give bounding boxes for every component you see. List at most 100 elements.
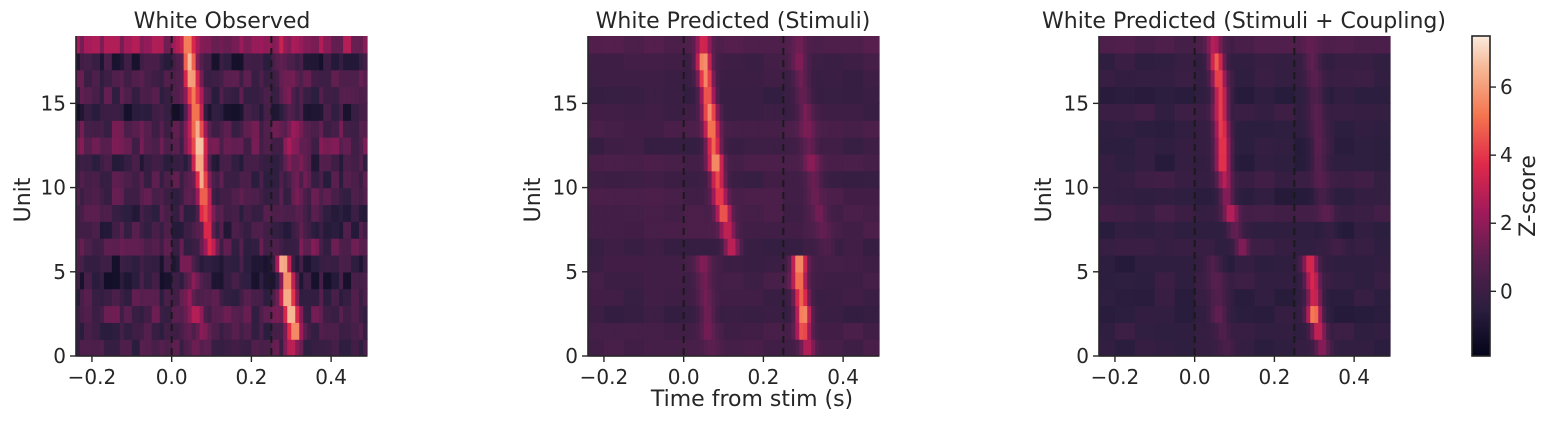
- heatmap-cell: [1250, 204, 1256, 222]
- heatmap-cell: [1386, 322, 1391, 340]
- heatmap-cell: [723, 36, 729, 54]
- heatmap-cell: [139, 204, 145, 222]
- heatmap-cell: [1194, 238, 1200, 256]
- heatmap-cell: [1222, 69, 1228, 88]
- heatmap-cell: [1238, 52, 1244, 71]
- heatmap-cell: [1126, 36, 1132, 54]
- heatmap-cell: [363, 103, 368, 121]
- heatmap-cell: [871, 221, 876, 239]
- heatmap-cell: [215, 305, 221, 323]
- heatmap-cell: [87, 36, 93, 54]
- heatmap-cell: [839, 339, 844, 357]
- heatmap-cell: [695, 69, 701, 88]
- heatmap-cell: [1342, 254, 1347, 273]
- heatmap-cell: [687, 86, 693, 104]
- heatmap-cell: [1222, 86, 1228, 104]
- heatmap-cell: [811, 153, 816, 172]
- heatmap-cell: [651, 36, 657, 54]
- heatmap-cell: [687, 69, 693, 88]
- heatmap-cell: [603, 288, 609, 307]
- heatmap-cell: [83, 86, 89, 104]
- heatmap-cell: [1298, 103, 1303, 121]
- heatmap-cell: [835, 69, 840, 88]
- heatmap-cell: [843, 187, 848, 206]
- heatmap-cell: [359, 120, 364, 138]
- heatmap-cell: [723, 153, 729, 172]
- heatmap-cell: [747, 137, 753, 155]
- heatmap-cell: [595, 153, 601, 172]
- heatmap-cell: [771, 204, 776, 222]
- heatmap-cell: [711, 120, 717, 138]
- heatmap-cell: [123, 52, 129, 71]
- heatmap-cell: [119, 339, 125, 357]
- heatmap-cell: [219, 153, 225, 172]
- heatmap-cell: [1386, 288, 1391, 307]
- heatmap-cell: [1238, 86, 1244, 104]
- heatmap-cell: [1258, 120, 1264, 138]
- heatmap-cell: [1262, 204, 1268, 222]
- heatmap-cell: [1298, 221, 1303, 239]
- heatmap-cell: [855, 322, 860, 340]
- heatmap-cell: [287, 187, 292, 206]
- heatmap-cell: [343, 238, 348, 256]
- heatmap-cell: [179, 86, 185, 104]
- heatmap-cell: [107, 187, 113, 206]
- heatmap-cell: [1099, 187, 1104, 206]
- heatmap-cell: [271, 36, 276, 54]
- heatmap-cell: [127, 86, 133, 104]
- heatmap-cell: [279, 86, 284, 104]
- heatmap-cell: [1374, 187, 1379, 206]
- heatmap-cell: [1314, 305, 1319, 323]
- heatmap-cell: [1142, 187, 1148, 206]
- heatmap-cell: [739, 288, 745, 307]
- heatmap-cell: [227, 69, 233, 88]
- heatmap-cell: [1350, 170, 1355, 189]
- heatmap-cell: [167, 238, 173, 256]
- heatmap-cell: [627, 187, 633, 206]
- heatmap-cell: [1122, 204, 1128, 222]
- heatmap-cell: [139, 120, 145, 138]
- heatmap-cell: [1166, 69, 1172, 88]
- heatmap-cell: [603, 221, 609, 239]
- heatmap-cell: [291, 322, 296, 340]
- heatmap-cell: [143, 221, 149, 239]
- heatmap-cell: [1170, 238, 1176, 256]
- heatmap-cell: [1206, 204, 1212, 222]
- heatmap-cell: [1282, 137, 1287, 155]
- heatmap-cell: [199, 153, 205, 172]
- heatmap-cell: [1290, 305, 1295, 323]
- heatmap-cell: [1386, 52, 1391, 71]
- heatmap-cell: [727, 103, 733, 121]
- heatmap-cell: [787, 187, 792, 206]
- heatmap-cell: [183, 52, 189, 71]
- heatmap-cell: [323, 322, 328, 340]
- heatmap-cell: [183, 339, 189, 357]
- heatmap-cell: [659, 153, 665, 172]
- heatmap-cell: [359, 170, 364, 189]
- heatmap-cell: [1330, 254, 1335, 273]
- heatmap-cell: [227, 288, 233, 307]
- heatmap-cell: [791, 137, 796, 155]
- heatmap-cell: [1386, 36, 1391, 54]
- heatmap-cell: [675, 86, 681, 104]
- heatmap-cell: [159, 103, 165, 121]
- heatmap-cell: [95, 52, 101, 71]
- heatmap-cell: [695, 204, 701, 222]
- heatmap-cell: [787, 238, 792, 256]
- heatmap-cell: [1158, 137, 1164, 155]
- heatmap-cell: [343, 187, 348, 206]
- heatmap-cell: [227, 120, 233, 138]
- heatmap-cell: [1170, 271, 1176, 290]
- heatmap-cell: [723, 254, 729, 273]
- heatmap-cell: [1254, 170, 1260, 189]
- heatmap-cell: [859, 52, 864, 71]
- heatmap-cell: [1198, 153, 1204, 172]
- heatmap-cell: [335, 69, 340, 88]
- heatmap-cell: [1138, 52, 1144, 71]
- heatmap-cell: [1294, 187, 1299, 206]
- heatmap-cell: [279, 238, 284, 256]
- heatmap-cell: [803, 69, 808, 88]
- heatmap-cell: [335, 339, 340, 357]
- heatmap-cell: [76, 137, 81, 155]
- heatmap-cell: [1330, 238, 1335, 256]
